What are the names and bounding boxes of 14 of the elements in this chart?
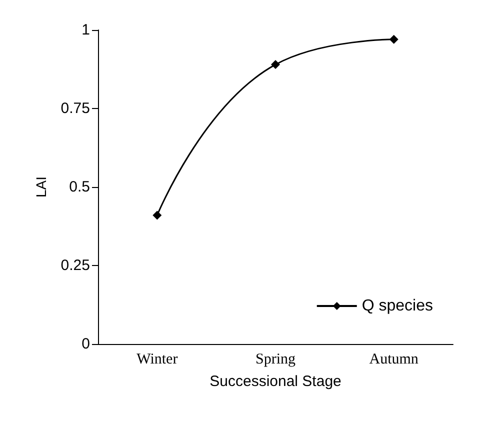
y-axis-title: LAI bbox=[33, 176, 49, 198]
y-tick-label: 0.75 bbox=[60, 100, 90, 117]
point bbox=[152, 210, 162, 220]
y-tick-label: 1 bbox=[82, 22, 90, 38]
x-tick-label: Autumn bbox=[369, 352, 419, 368]
point bbox=[271, 60, 280, 70]
x-axis-title: Successional Stage bbox=[210, 373, 342, 390]
y-tick-label: 0.25 bbox=[60, 257, 90, 274]
legend-label: Q species bbox=[362, 298, 433, 314]
y-tick-label: 0 bbox=[82, 336, 90, 352]
point bbox=[389, 34, 398, 44]
x-tick-label: Spring bbox=[255, 352, 296, 368]
x-tick-label: Winter bbox=[136, 352, 178, 368]
y-tick-label: 0.5 bbox=[69, 178, 90, 196]
